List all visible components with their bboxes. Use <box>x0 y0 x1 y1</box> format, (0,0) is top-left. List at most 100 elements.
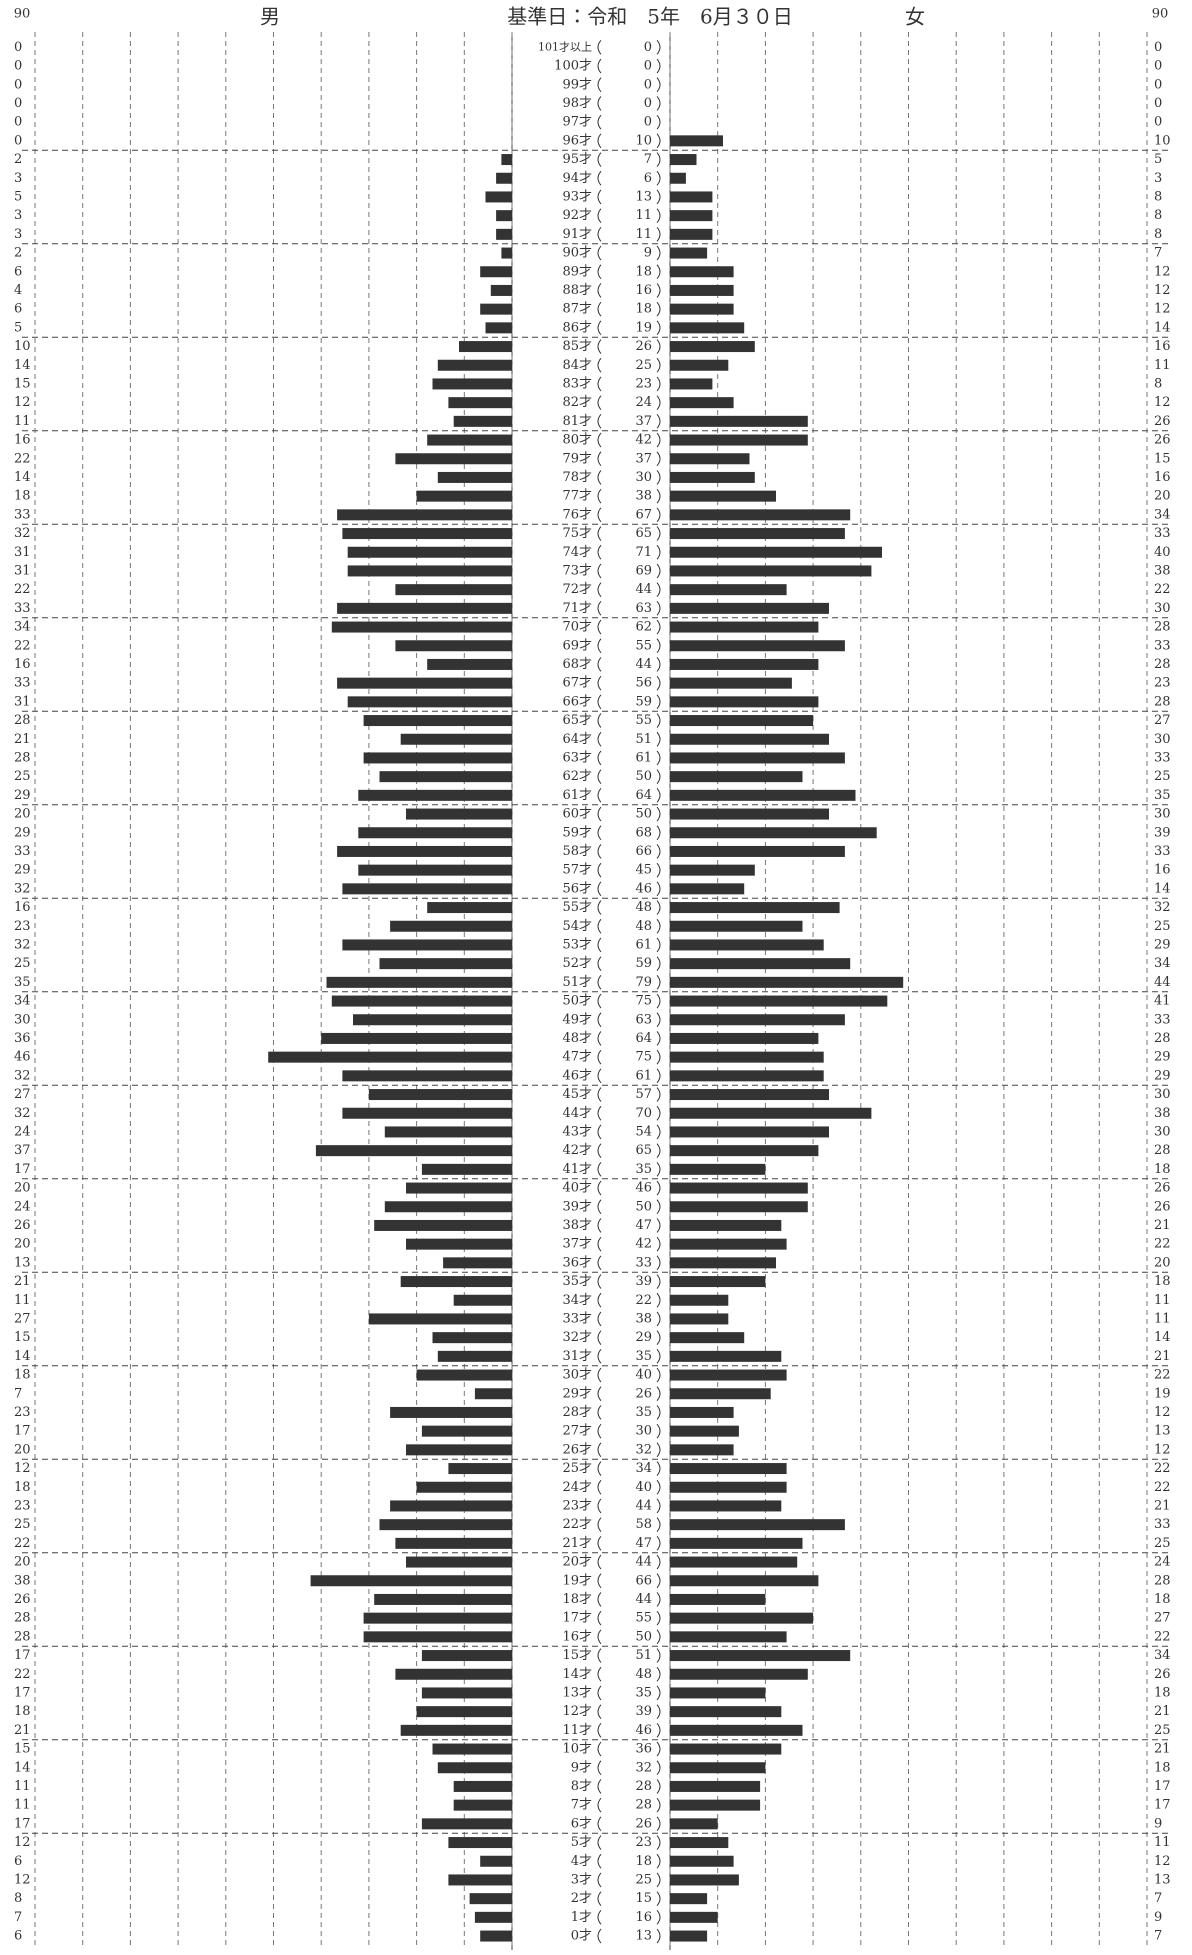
male-value: 6 <box>14 302 22 317</box>
total-value: 13 <box>635 1929 652 1944</box>
male-value: 11 <box>14 1798 31 1813</box>
paren <box>656 769 661 784</box>
male-value: 21 <box>14 1274 31 1289</box>
total-value: 13 <box>635 189 652 204</box>
paren <box>656 563 661 579</box>
bar-female <box>670 415 808 427</box>
age-label: 67才 <box>562 676 592 691</box>
age-label: 82才 <box>562 395 592 410</box>
total-value: 64 <box>635 788 652 803</box>
bar-female <box>670 1350 782 1362</box>
total-value: 44 <box>635 1498 652 1513</box>
age-label: 17才 <box>562 1611 592 1626</box>
age-label: 86才 <box>562 320 592 335</box>
paren <box>597 1910 602 1925</box>
bar-male <box>406 808 512 820</box>
bar-male <box>368 1313 512 1325</box>
paren <box>656 414 661 429</box>
female-value: 7 <box>1154 246 1162 261</box>
paren <box>656 227 661 242</box>
female-value: 22 <box>1154 1629 1171 1644</box>
bar-female <box>670 939 824 951</box>
bar-male <box>326 976 512 988</box>
total-value: 68 <box>635 825 652 840</box>
male-value: 46 <box>14 1050 31 1065</box>
age-label: 80才 <box>562 433 592 448</box>
male-value: 25 <box>14 1517 31 1532</box>
female-value: 33 <box>1154 638 1171 653</box>
bar-male <box>337 602 512 614</box>
bar-male <box>374 1219 512 1231</box>
bar-male <box>395 1668 512 1680</box>
total-value: 50 <box>635 769 652 784</box>
paren <box>597 1760 602 1776</box>
bar-male <box>480 1930 512 1942</box>
male-value: 0 <box>14 40 22 55</box>
bar-female <box>670 883 745 895</box>
male-value: 28 <box>14 750 31 765</box>
total-value: 36 <box>635 1742 652 1757</box>
bar-female <box>670 1238 787 1250</box>
paren <box>656 862 661 878</box>
bar-female <box>670 1444 734 1456</box>
bar-male <box>395 640 512 652</box>
bar-female <box>670 528 845 540</box>
paren <box>656 1423 661 1439</box>
total-value: 71 <box>635 545 652 560</box>
paren <box>656 283 661 298</box>
male-value: 20 <box>14 1181 31 1196</box>
age-label: 93才 <box>562 189 592 204</box>
paren <box>656 975 661 990</box>
paren <box>597 170 602 186</box>
paren <box>656 1554 661 1570</box>
age-label: 55才 <box>562 900 592 915</box>
total-value: 57 <box>635 1087 652 1102</box>
paren <box>656 993 661 1009</box>
total-value: 44 <box>635 582 652 597</box>
male-value: 11 <box>14 1293 31 1308</box>
bar-male <box>406 1556 512 1568</box>
paren <box>597 152 602 167</box>
male-value: 32 <box>14 526 31 541</box>
female-value: 16 <box>1154 470 1171 485</box>
paren <box>597 1610 602 1626</box>
age-label: 75才 <box>562 526 592 541</box>
paren <box>597 918 602 934</box>
female-value: 26 <box>1154 1181 1171 1196</box>
bar-female <box>670 1089 829 1101</box>
age-label: 7才 <box>571 1798 592 1813</box>
paren <box>597 1087 602 1102</box>
age-label: 68才 <box>562 657 592 672</box>
paren <box>656 1105 661 1121</box>
paren <box>656 918 661 934</box>
paren <box>656 1573 661 1589</box>
bar-male <box>268 1051 512 1063</box>
male-value: 33 <box>14 844 31 859</box>
age-label: 72才 <box>562 582 592 597</box>
paren <box>597 1442 602 1458</box>
age-label: 100才 <box>554 59 592 74</box>
age-label: 101才以上 <box>538 39 592 53</box>
age-label: 44才 <box>562 1106 592 1121</box>
female-value: 29 <box>1154 1050 1171 1065</box>
paren <box>597 731 602 747</box>
age-label: 25才 <box>562 1461 592 1476</box>
paren <box>597 414 602 429</box>
male-value: 32 <box>14 1068 31 1083</box>
paren <box>656 675 661 691</box>
bar-male <box>390 1500 512 1512</box>
paren <box>656 1648 661 1663</box>
paren <box>597 301 602 317</box>
bar-male <box>448 1837 512 1849</box>
bar-male <box>416 1369 512 1381</box>
paren <box>597 619 602 635</box>
paren <box>597 881 602 897</box>
bar-female <box>670 1874 739 1886</box>
bar-male <box>363 1612 512 1624</box>
paren <box>597 788 602 803</box>
bar-female <box>670 1070 824 1082</box>
bar-male <box>427 902 512 914</box>
paren <box>597 1199 602 1215</box>
male-value: 33 <box>14 507 31 522</box>
bar-female <box>670 1257 776 1269</box>
